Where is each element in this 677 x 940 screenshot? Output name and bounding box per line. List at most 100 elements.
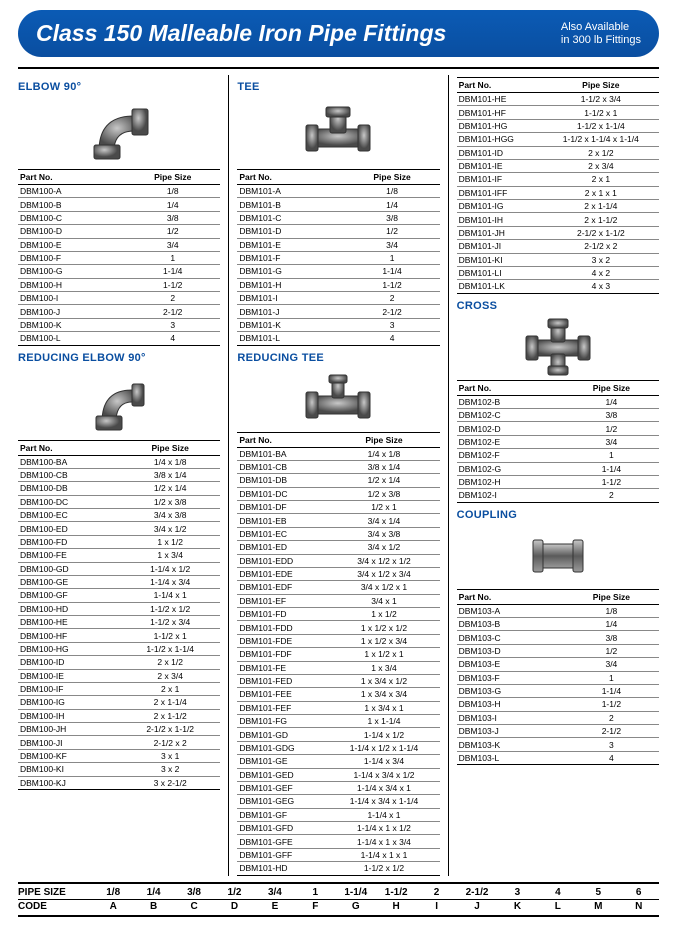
pipe-size: 1/8 — [344, 185, 439, 198]
pipe-size: 3 x 1 — [120, 749, 220, 762]
pipe-size: 1-1/4 x 3/4 x 1-1/4 — [328, 795, 439, 808]
part-number: DBM101-JH — [457, 226, 543, 239]
part-number: DBM101-GED — [237, 768, 328, 781]
part-number: DBM103-C — [457, 631, 564, 644]
table-row: DBM100-B1/4 — [18, 198, 220, 211]
table-row: DBM100-CB3/8 x 1/4 — [18, 468, 220, 481]
part-number: DBM102-D — [457, 422, 564, 435]
table-row: DBM103-F1 — [457, 671, 659, 684]
pipe-size: 3/4 — [564, 658, 659, 671]
table-row: DBM100-H1-1/2 — [18, 278, 220, 291]
th-part: Part No. — [237, 432, 328, 447]
footer-cell: 2 — [416, 887, 456, 898]
part-number: DBM100-HD — [18, 602, 120, 615]
pipe-size: 2 x 1 x 1 — [543, 186, 659, 199]
reducing-tee-table: Part No.Pipe Size DBM101-BA1/4 x 1/8DBM1… — [237, 432, 439, 876]
table-row: DBM100-IF2 x 1 — [18, 682, 220, 695]
part-number: DBM101-FDD — [237, 621, 328, 634]
part-number: DBM103-J — [457, 725, 564, 738]
part-number: DBM102-C — [457, 409, 564, 422]
pipe-size: 1-1/2 x 1-1/4 — [120, 642, 220, 655]
table-row: DBM102-D1/2 — [457, 422, 659, 435]
part-number: DBM102-H — [457, 475, 564, 488]
table-row: DBM101-LI4 x 2 — [457, 266, 659, 279]
table-row: DBM103-G1-1/4 — [457, 684, 659, 697]
table-row: DBM100-C3/8 — [18, 211, 220, 224]
table-row: DBM100-J2-1/2 — [18, 305, 220, 318]
part-number: DBM101-EDE — [237, 567, 328, 580]
table-row: DBM101-DF1/2 x 1 — [237, 501, 439, 514]
th-part: Part No. — [457, 380, 564, 395]
pipe-size: 1/4 — [344, 198, 439, 211]
part-number: DBM101-EDD — [237, 554, 328, 567]
pipe-size: 3/4 x 1/2 x 1 — [328, 581, 439, 594]
part-number: DBM103-L — [457, 751, 564, 764]
table-row: DBM100-F1 — [18, 251, 220, 264]
top-rule — [18, 67, 659, 69]
part-number: DBM101-FDE — [237, 634, 328, 647]
pipe-size: 1-1/2 — [564, 698, 659, 711]
pipe-size: 1-1/4 — [564, 462, 659, 475]
pipe-size: 3 x 2 — [120, 763, 220, 776]
footer-cell: G — [336, 901, 376, 912]
table-row: DBM101-EB3/4 x 1/4 — [237, 514, 439, 527]
pipe-size: 1-1/4 x 1/2 x 1-1/4 — [328, 741, 439, 754]
pipe-size: 3/4 — [564, 435, 659, 448]
pipe-size: 2 x 1-1/2 — [120, 709, 220, 722]
table-row: DBM103-C3/8 — [457, 631, 659, 644]
footer-label-size: PIPE SIZE — [18, 887, 93, 898]
pipe-size: 3/4 x 1/2 x 1/2 — [328, 554, 439, 567]
table-row: DBM100-A1/8 — [18, 185, 220, 198]
pipe-size: 1-1/2 — [564, 475, 659, 488]
footer-cell: 1/4 — [133, 887, 173, 898]
part-number: DBM101-KI — [457, 253, 543, 266]
pipe-size: 1 x 1/2 — [120, 535, 220, 548]
section-cross-title: CROSS — [457, 300, 659, 312]
part-number: DBM103-F — [457, 671, 564, 684]
th-part: Part No. — [457, 78, 543, 93]
part-number: DBM101-B — [237, 198, 344, 211]
part-number: DBM100-F — [18, 251, 125, 264]
part-number: DBM103-K — [457, 738, 564, 751]
table-row: DBM101-HE1-1/2 x 3/4 — [457, 93, 659, 106]
part-number: DBM101-H — [237, 278, 344, 291]
pipe-size: 1/4 x 1/8 — [328, 447, 439, 460]
part-number: DBM101-FE — [237, 661, 328, 674]
pipe-size: 3/4 x 1/4 — [328, 514, 439, 527]
section-coupling-title: COUPLING — [457, 509, 659, 521]
pipe-size: 3/4 x 3/8 — [328, 527, 439, 540]
part-number: DBM100-J — [18, 305, 125, 318]
pipe-size: 3 x 2-1/2 — [120, 776, 220, 789]
table-row: DBM100-ED3/4 x 1/2 — [18, 522, 220, 535]
table-row: DBM101-DB1/2 x 1/4 — [237, 474, 439, 487]
part-number: DBM101-ID — [457, 146, 543, 159]
pipe-size: 2-1/2 x 2 — [543, 240, 659, 253]
footer-cell: 6 — [618, 887, 658, 898]
header-note: Also Available in 300 lb Fittings — [561, 21, 641, 46]
pipe-size: 1 — [564, 671, 659, 684]
th-size: Pipe Size — [564, 589, 659, 604]
section-elbow90-title: ELBOW 90° — [18, 81, 220, 93]
th-part: Part No. — [237, 170, 344, 185]
table-row: DBM101-IE2 x 3/4 — [457, 159, 659, 172]
reducing-elbow-table: Part No.Pipe Size DBM100-BA1/4 x 1/8DBM1… — [18, 440, 220, 790]
pipe-size: 2 x 1-1/2 — [543, 213, 659, 226]
part-number: DBM101-GFF — [237, 848, 328, 861]
table-row: DBM101-EF3/4 x 1 — [237, 594, 439, 607]
pipe-size: 4 — [344, 332, 439, 345]
pipe-size: 1-1/4 x 1/2 — [328, 728, 439, 741]
pipe-size: 2-1/2 — [125, 305, 220, 318]
pipe-size: 1/8 — [564, 604, 659, 617]
footer-cell: 1 — [295, 887, 335, 898]
part-number: DBM100-L — [18, 332, 125, 345]
part-number: DBM101-HE — [457, 93, 543, 106]
table-row: DBM101-A1/8 — [237, 185, 439, 198]
pipe-size: 3/4 — [344, 238, 439, 251]
th-part: Part No. — [18, 170, 125, 185]
table-row: DBM100-DB1/2 x 1/4 — [18, 482, 220, 495]
footer-cell: 5 — [578, 887, 618, 898]
table-row: DBM100-G1-1/4 — [18, 265, 220, 278]
table-row: DBM101-GEF1-1/4 x 3/4 x 1 — [237, 781, 439, 794]
pipe-size: 3/4 — [125, 238, 220, 251]
part-number: DBM101-HGG — [457, 133, 543, 146]
